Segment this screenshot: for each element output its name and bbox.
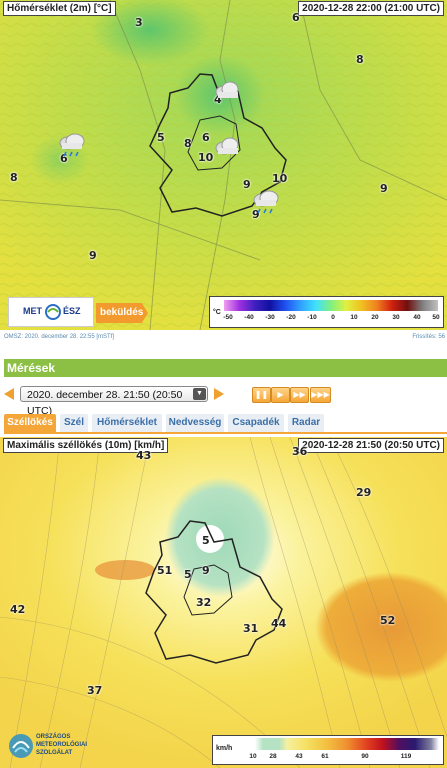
cloud-icon	[215, 137, 239, 155]
temperature-value: 10	[272, 172, 288, 185]
wind-gust-value: 29	[356, 486, 372, 499]
fast-forward-icon[interactable]: ▶▶	[290, 387, 309, 403]
legend-tick: 61	[321, 753, 329, 760]
arrow-right-icon[interactable]	[214, 388, 224, 400]
wind-gust-value: 37	[87, 684, 103, 697]
temperature-value: 6	[292, 11, 300, 24]
temperature-value: 6	[202, 131, 210, 144]
wind-gust-map[interactable]: Maximális széllökés (10m) [km/h] 2020-12…	[0, 437, 447, 768]
wind-gust-value: 36	[292, 445, 308, 458]
legend-tick: 10	[249, 753, 257, 760]
tab-nedvesseg[interactable]: Nedvesség	[166, 414, 224, 432]
legend-tick: 28	[269, 753, 277, 760]
wind-gust-value: 51	[157, 564, 173, 577]
section-header: Mérések	[4, 359, 447, 377]
temperature-value: 9	[252, 208, 260, 221]
wind-gust-value: 43	[136, 449, 152, 462]
legend-colorbar	[224, 300, 438, 311]
temperature-value: 6	[60, 152, 68, 165]
temperature-legend: °C -50 -40 -30 -20 -10 0 10 20 30 40 50	[209, 296, 444, 328]
legend-tick: 30	[392, 314, 400, 321]
footer-timestamp: OMSZ: 2020. december 28. 22:55 [mSTf]	[4, 334, 115, 340]
tab-radar[interactable]: Radar	[288, 414, 324, 432]
map-title: Hőmérséklet (2m) [°C]	[3, 1, 116, 16]
temperature-value: 9	[380, 182, 388, 195]
cloud-icon	[215, 81, 239, 99]
tab-szellokes[interactable]: Széllökés	[4, 414, 56, 432]
legend-tick: 0	[331, 314, 335, 321]
temperature-value: 10	[198, 151, 214, 164]
omsz-logo-icon	[9, 734, 33, 758]
play-icon[interactable]: ▶	[271, 387, 290, 403]
legend-tick: 43	[295, 753, 303, 760]
logo-text: MET	[23, 306, 42, 316]
map-datetime: 2020-12-28 22:00 (21:00 UTC)	[298, 1, 444, 16]
temperature-value: 3	[135, 16, 143, 29]
logo-text: ÉSZ	[63, 306, 81, 316]
temperature-map-canvas	[0, 0, 447, 330]
time-select-value: 2020. december 28. 21:50 (20:50 UTC)	[27, 389, 183, 417]
time-select[interactable]: 2020. december 28. 21:50 (20:50 UTC) ▼	[20, 386, 208, 417]
legend-tick: 20	[371, 314, 379, 321]
tab-underline	[4, 432, 447, 434]
logo-text: METEOROLÓGIAI	[36, 742, 87, 748]
legend-tick: 90	[361, 753, 369, 760]
temperature-map[interactable]: Hőmérséklet (2m) [°C] 2020-12-28 22:00 (…	[0, 0, 447, 330]
legend-tick: -50	[223, 314, 233, 321]
wind-gust-map-canvas	[0, 437, 447, 768]
temperature-value: 8	[10, 171, 18, 184]
cloud-rain-icon	[253, 190, 279, 214]
temperature-value: 9	[89, 249, 97, 262]
logo-text: SZOLGÁLAT	[36, 750, 73, 756]
omsz-logo[interactable]: ORSZÁGOS METEOROLÓGIAI SZOLGÁLAT	[7, 730, 95, 764]
legend-tick: -40	[244, 314, 254, 321]
chevron-down-icon: ▼	[193, 388, 206, 400]
legend-tick: 10	[350, 314, 358, 321]
wind-gust-value: 9	[202, 564, 210, 577]
wind-gust-value: 32	[196, 596, 212, 609]
wind-gust-value: 5	[202, 534, 210, 547]
temperature-value: 8	[184, 137, 192, 150]
wind-gust-value: 52	[380, 614, 396, 627]
legend-tick: -20	[286, 314, 296, 321]
tab-homerseklet[interactable]: Hőmérséklet	[92, 414, 162, 432]
section-title: Mérések	[7, 361, 56, 375]
cloud-rain-icon	[59, 133, 85, 157]
skip-forward-icon[interactable]: ▶▶▶	[310, 387, 331, 403]
tab-szel[interactable]: Szél	[60, 414, 88, 432]
legend-tick: 40	[413, 314, 421, 321]
legend-unit: °C	[213, 309, 221, 316]
tab-csapadek[interactable]: Csapadék	[228, 414, 284, 432]
wind-gust-value: 42	[10, 603, 26, 616]
wind-gust-legend: km/h 10 28 43 61 90 119	[212, 735, 444, 765]
temperature-value: 9	[243, 178, 251, 191]
footer-refresh: Frissítés: 56	[412, 334, 445, 340]
map-title: Maximális széllökés (10m) [km/h]	[3, 438, 169, 453]
logo-text: ORSZÁGOS	[36, 734, 71, 740]
legend-tick: -30	[265, 314, 275, 321]
metesz-logo[interactable]: MET ÉSZ	[8, 297, 94, 327]
legend-tick: -10	[307, 314, 317, 321]
pause-icon[interactable]: ❚❚	[252, 387, 271, 403]
wind-gust-value: 31	[243, 622, 259, 635]
send-button[interactable]: beküldés	[96, 303, 148, 323]
wind-gust-value: 44	[271, 617, 287, 630]
temperature-value: 4	[214, 93, 222, 106]
time-controls: 2020. december 28. 21:50 (20:50 UTC) ▼ ❚…	[0, 386, 447, 417]
temperature-value: 5	[157, 131, 165, 144]
legend-tick: 119	[400, 753, 412, 760]
temperature-value: 8	[356, 53, 364, 66]
wind-gust-value: 5	[184, 568, 192, 581]
arrow-left-icon[interactable]	[4, 388, 14, 400]
legend-tick: 50	[432, 314, 440, 321]
legend-colorbar	[239, 738, 439, 750]
map-datetime: 2020-12-28 21:50 (20:50 UTC)	[298, 438, 444, 453]
metesz-logo-icon	[45, 304, 61, 320]
legend-unit: km/h	[216, 745, 233, 752]
